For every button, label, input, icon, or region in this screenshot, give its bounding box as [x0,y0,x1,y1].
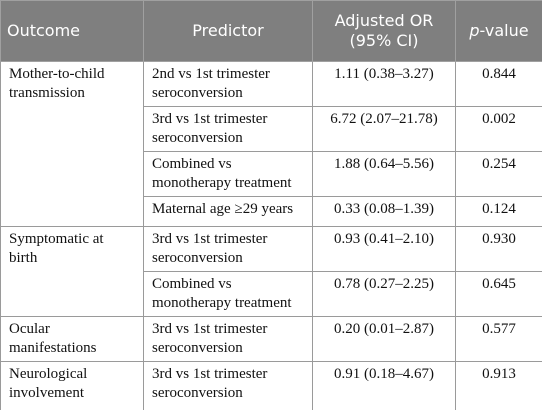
p-value-cell: 0.645 [455,271,542,317]
header-cell: Predictor [143,0,313,62]
table-row: Maternal age ≥29 years 0.33 (0.08–1.39) 0.… [1,196,542,227]
or-cell: 0.91 (0.18–4.67) [312,361,456,410]
predictor-cell: 3rd vs 1st trimester seroconversion [143,316,313,362]
table-row: Combined vs monotherapy treatment 1.88 (0… [1,151,542,197]
p-value-cell: 0.124 [455,196,542,227]
predictor-cell: 3rd vs 1st trimester seroconversion [143,361,313,410]
predictor-cell: 3rd vs 1st trimester seroconversion [143,226,313,272]
table-row: Combined vs monotherapy treatment 0.78 (0… [1,271,542,317]
outcome-cell: Mother-to-child transmission [0,61,144,227]
outcome-cell: Neurological involvement [0,361,144,410]
predictor-cell: Combined vs monotherapy treatment [143,271,313,317]
p-value-cell: 0.913 [455,361,542,410]
p-value-cell: 0.254 [455,151,542,197]
p-value-cell: 0.002 [455,106,542,152]
table-row: 3rd vs 1st trimester seroconversion 6.72 … [1,106,542,152]
table-row: Ocular manifestations 3rd vs 1st trimeste… [0,316,542,362]
table-row: Neurological involvement 3rd vs 1st trime… [0,361,542,410]
p-value-cell: 0.930 [455,226,542,272]
or-cell: 1.11 (0.38–3.27) [312,61,456,107]
outcome-cell: Symptomatic at birth [0,226,144,317]
or-cell: 0.33 (0.08–1.39) [312,196,456,227]
header-cell: Adjusted OR (95% CI) [312,0,456,62]
table-row: Mother-to-child transmission 2nd vs 1st t… [0,61,542,227]
header-cell: p-value [455,0,542,62]
header-cell: Outcome [0,0,144,62]
table-row: Symptomatic at birth 3rd vs 1st trimester… [0,226,542,317]
or-cell: 0.78 (0.27–2.25) [312,271,456,317]
or-cell: 6.72 (2.07–21.78) [312,106,456,152]
header-row: Outcome Predictor Adjusted OR (95% CI) p… [0,0,542,62]
predictor-cell: 2nd vs 1st trimester seroconversion [143,61,313,107]
predictor-cell: Maternal age ≥29 years [143,196,313,227]
outcome-cell: Ocular manifestations [0,316,144,362]
p-value-cell: 0.844 [455,61,542,107]
or-cell: 1.88 (0.64–5.56) [312,151,456,197]
predictor-cell: Combined vs monotherapy treatment [143,151,313,197]
table-body: Mother-to-child transmission 2nd vs 1st t… [0,61,542,410]
or-cell: 0.93 (0.41–2.10) [312,226,456,272]
p-value-cell: 0.577 [455,316,542,362]
or-cell: 0.20 (0.01–2.87) [312,316,456,362]
predictor-cell: 3rd vs 1st trimester seroconversion [143,106,313,152]
